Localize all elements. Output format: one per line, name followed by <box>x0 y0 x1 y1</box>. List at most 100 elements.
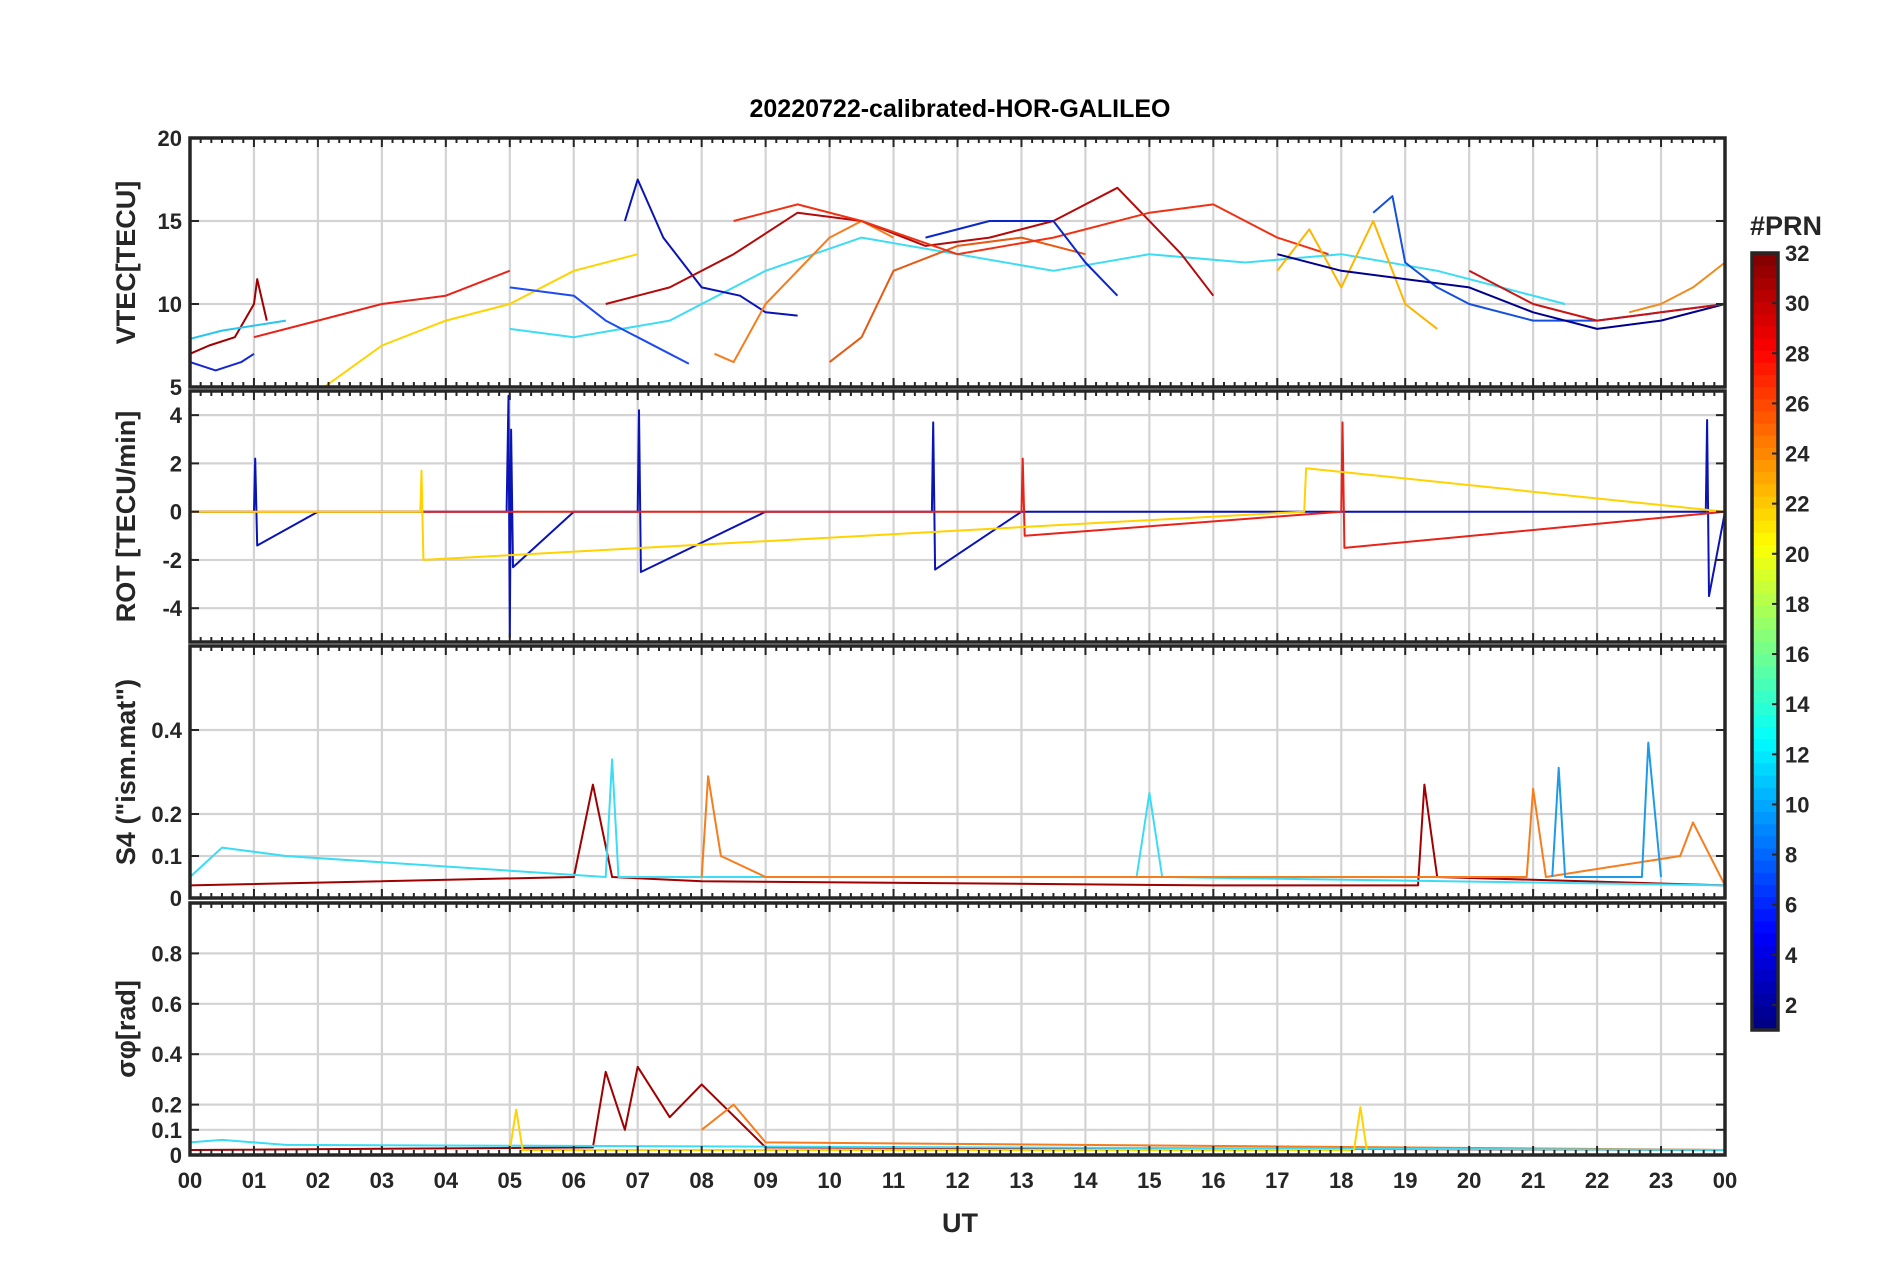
colorbar-swatch <box>1752 896 1778 910</box>
axes-frame <box>188 901 1727 1157</box>
series-prn-13 <box>509 236 1566 339</box>
x-tick-label: 20 <box>1457 1168 1481 1193</box>
colorbar-swatch <box>1752 690 1778 703</box>
x-tick-label: 23 <box>1649 1168 1673 1193</box>
colorbar-swatch <box>1752 775 1778 788</box>
x-tick-label: 01 <box>242 1168 266 1193</box>
series-prn-29 <box>1468 269 1726 322</box>
y-tick-label: 0.2 <box>151 802 182 827</box>
x-tick-label: 18 <box>1329 1168 1353 1193</box>
colorbar-tick-label: 26 <box>1785 391 1809 416</box>
colorbar-tick-label: 4 <box>1785 943 1798 968</box>
y-tick-label: 0.4 <box>151 718 182 743</box>
x-tick-label: 19 <box>1393 1168 1417 1193</box>
colorbar-swatch <box>1752 677 1778 691</box>
colorbar-swatch <box>1752 471 1778 485</box>
x-tick-label: 12 <box>945 1168 969 1193</box>
colorbar-swatch <box>1752 350 1778 363</box>
colorbar-tick-label: 2 <box>1785 993 1797 1018</box>
series-prn-6 <box>509 286 690 365</box>
colorbar-swatch <box>1752 435 1778 448</box>
series-prn-27 <box>253 269 511 339</box>
y-tick-label: -4 <box>162 596 182 621</box>
colorbar-swatch <box>1752 422 1778 436</box>
series-prn-13 <box>189 758 1726 887</box>
colorbar-swatch <box>1752 762 1778 776</box>
x-tick-label: 21 <box>1521 1168 1545 1193</box>
colorbar-tick-label: 12 <box>1785 742 1809 767</box>
axes-frame <box>188 644 1727 900</box>
colorbar-swatch <box>1752 277 1778 291</box>
series-prn-9 <box>1551 741 1662 878</box>
y-axis-label: ROT [TECU/min] <box>111 411 141 622</box>
colorbar-swatch <box>1752 459 1778 473</box>
x-tick-label: 00 <box>1713 1168 1737 1193</box>
x-tick-label: 10 <box>817 1168 841 1193</box>
colorbar-label: #PRN <box>1750 211 1822 241</box>
y-tick-label: 0.8 <box>151 941 182 966</box>
panel-vtec: 5 10 15 20 VTEC[TECU] <box>111 126 1727 400</box>
colorbar-swatch <box>1752 884 1778 898</box>
colorbar-swatch <box>1752 932 1778 946</box>
y-axis-label: σφ[rad] <box>111 980 141 1078</box>
panel-rot: -4 -2 0 2 4 ROT [TECU/min] <box>111 389 1727 644</box>
x-tick-label: 06 <box>562 1168 586 1193</box>
series-prn-3 <box>623 178 798 317</box>
x-tick-label: 17 <box>1265 1168 1289 1193</box>
x-tick-label: 09 <box>753 1168 777 1193</box>
colorbar-swatch <box>1752 860 1778 873</box>
colorbar-swatch <box>1752 532 1778 545</box>
y-tick-label: 20 <box>158 126 182 151</box>
colorbar-swatch <box>1752 945 1778 958</box>
colorbar-swatch <box>1752 447 1778 460</box>
colorbar-swatch <box>1752 265 1778 278</box>
colorbar-swatch <box>1752 665 1778 679</box>
colorbar-swatch <box>1752 714 1778 728</box>
colorbar-swatch <box>1752 957 1778 970</box>
series-prn-31 <box>189 1065 1726 1151</box>
colorbar-swatch <box>1752 495 1778 509</box>
colorbar-swatch <box>1752 799 1778 813</box>
series-prn-20 <box>190 467 1726 561</box>
y-tick-label: 2 <box>170 451 182 476</box>
colorbar-tick-label: 8 <box>1785 843 1797 868</box>
x-tick-label: 22 <box>1585 1168 1609 1193</box>
colorbar-swatch <box>1752 520 1778 533</box>
colorbar-swatch <box>1752 872 1778 885</box>
colorbar-swatch <box>1752 726 1778 740</box>
y-tick-label: 4 <box>170 403 183 428</box>
series-prn-31 <box>189 783 1726 887</box>
colorbar-tick-label: 24 <box>1785 442 1810 467</box>
colorbar-swatch <box>1752 313 1778 327</box>
colorbar-swatch <box>1752 337 1778 351</box>
y-tick-label: 0.1 <box>151 1118 182 1143</box>
colorbar-swatch <box>1752 544 1778 558</box>
y-tick-label: 0.4 <box>151 1042 182 1067</box>
y-axis-label: S4 ("ism.mat") <box>111 679 141 865</box>
colorbar-swatch <box>1752 993 1778 1007</box>
x-axis: 00 01 02 03 04 05 06 07 08 09 10 11 12 13 14 15 16 17 18 19… <box>178 1168 1737 1193</box>
colorbar-swatch <box>1752 847 1778 861</box>
colorbar-swatch <box>1752 629 1778 643</box>
colorbar-tick-label: 14 <box>1785 692 1810 717</box>
y-tick-label: 0 <box>170 1143 182 1168</box>
y-tick-label: 15 <box>158 209 182 234</box>
series-prn-4 <box>189 352 255 372</box>
series-prn-13 <box>189 1138 1726 1151</box>
x-tick-label: 02 <box>306 1168 330 1193</box>
colorbar-swatch <box>1752 398 1778 412</box>
x-tick-label: 03 <box>370 1168 394 1193</box>
colorbar-swatch <box>1752 702 1778 715</box>
x-tick-label: 08 <box>689 1168 713 1193</box>
colorbar-swatch <box>1752 969 1778 983</box>
x-tick-label: 15 <box>1137 1168 1161 1193</box>
colorbar-swatch <box>1752 568 1778 582</box>
y-tick-label: -2 <box>162 548 182 573</box>
colorbar-swatch <box>1752 811 1778 825</box>
colorbar-swatch <box>1752 301 1778 315</box>
colorbar-swatch <box>1752 908 1778 922</box>
colorbar-swatch <box>1752 641 1778 655</box>
colorbar-swatch <box>1752 738 1778 752</box>
colorbar-swatch <box>1752 605 1778 618</box>
